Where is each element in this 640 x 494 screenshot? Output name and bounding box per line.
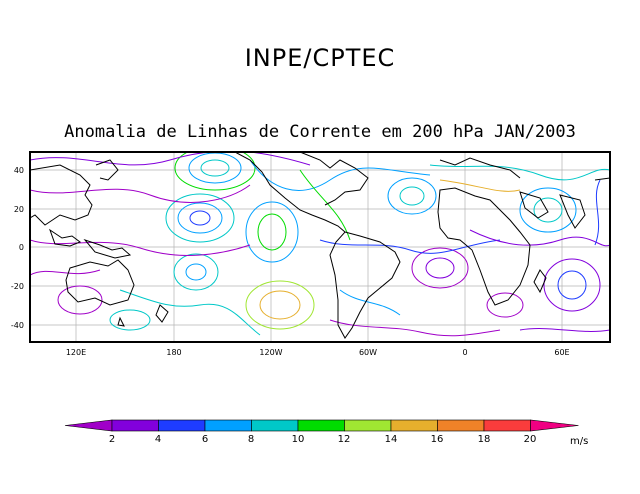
colorbar-segment: [437, 419, 485, 432]
colorbar-label: 18: [478, 434, 491, 445]
colorbar-units: m/s: [570, 436, 588, 447]
colorbar-segment: [344, 419, 392, 432]
colorbar-label: 16: [431, 434, 444, 445]
lon-label: 120W: [259, 348, 282, 357]
lat-label: 0: [19, 243, 24, 252]
colorbar-label: 20: [524, 434, 537, 445]
colorbar-segment: [483, 419, 531, 432]
lon-label: 0: [462, 348, 467, 357]
colorbar-segment: [64, 419, 113, 432]
lon-axis: 120E 180 120W 60W 0 60E: [66, 348, 570, 357]
colorbar-label: 10: [292, 434, 305, 445]
lat-label: -40: [11, 321, 24, 330]
colorbar-label: 2: [109, 434, 115, 445]
colorbar: [64, 419, 579, 432]
page-title: INPE/CPTEC: [244, 44, 396, 72]
colorbar-segment: [530, 419, 579, 432]
lat-label: 40: [14, 166, 24, 175]
colorbar-label: 8: [248, 434, 254, 445]
colorbar-labels: 2 4 6 8 10 12 14 16 18 20: [109, 434, 537, 445]
colorbar-segment: [297, 419, 345, 432]
map-frame: [29, 151, 611, 343]
colorbar-label: 4: [155, 434, 161, 445]
colorbar-label: 14: [385, 434, 398, 445]
lat-label: 20: [14, 205, 24, 214]
colorbar-label: 6: [202, 434, 208, 445]
colorbar-segment: [111, 419, 159, 432]
colorbar-segment: [158, 419, 206, 432]
lat-label: -20: [11, 282, 24, 291]
lon-label: 60E: [554, 348, 569, 357]
lon-label: 60W: [359, 348, 377, 357]
lon-label: 120E: [66, 348, 86, 357]
map-subtitle: Anomalia de Linhas de Corrente em 200 hP…: [64, 122, 576, 142]
colorbar-segment: [390, 419, 438, 432]
colorbar-label: 12: [338, 434, 351, 445]
colorbar-segment: [204, 419, 252, 432]
colorbar-segment: [251, 419, 299, 432]
lon-label: 180: [166, 348, 181, 357]
map-gridlines: [30, 152, 610, 342]
lat-axis: 40 20 0 -20 -40: [11, 166, 24, 330]
coastlines: [30, 152, 610, 339]
streamlines: [30, 152, 610, 337]
